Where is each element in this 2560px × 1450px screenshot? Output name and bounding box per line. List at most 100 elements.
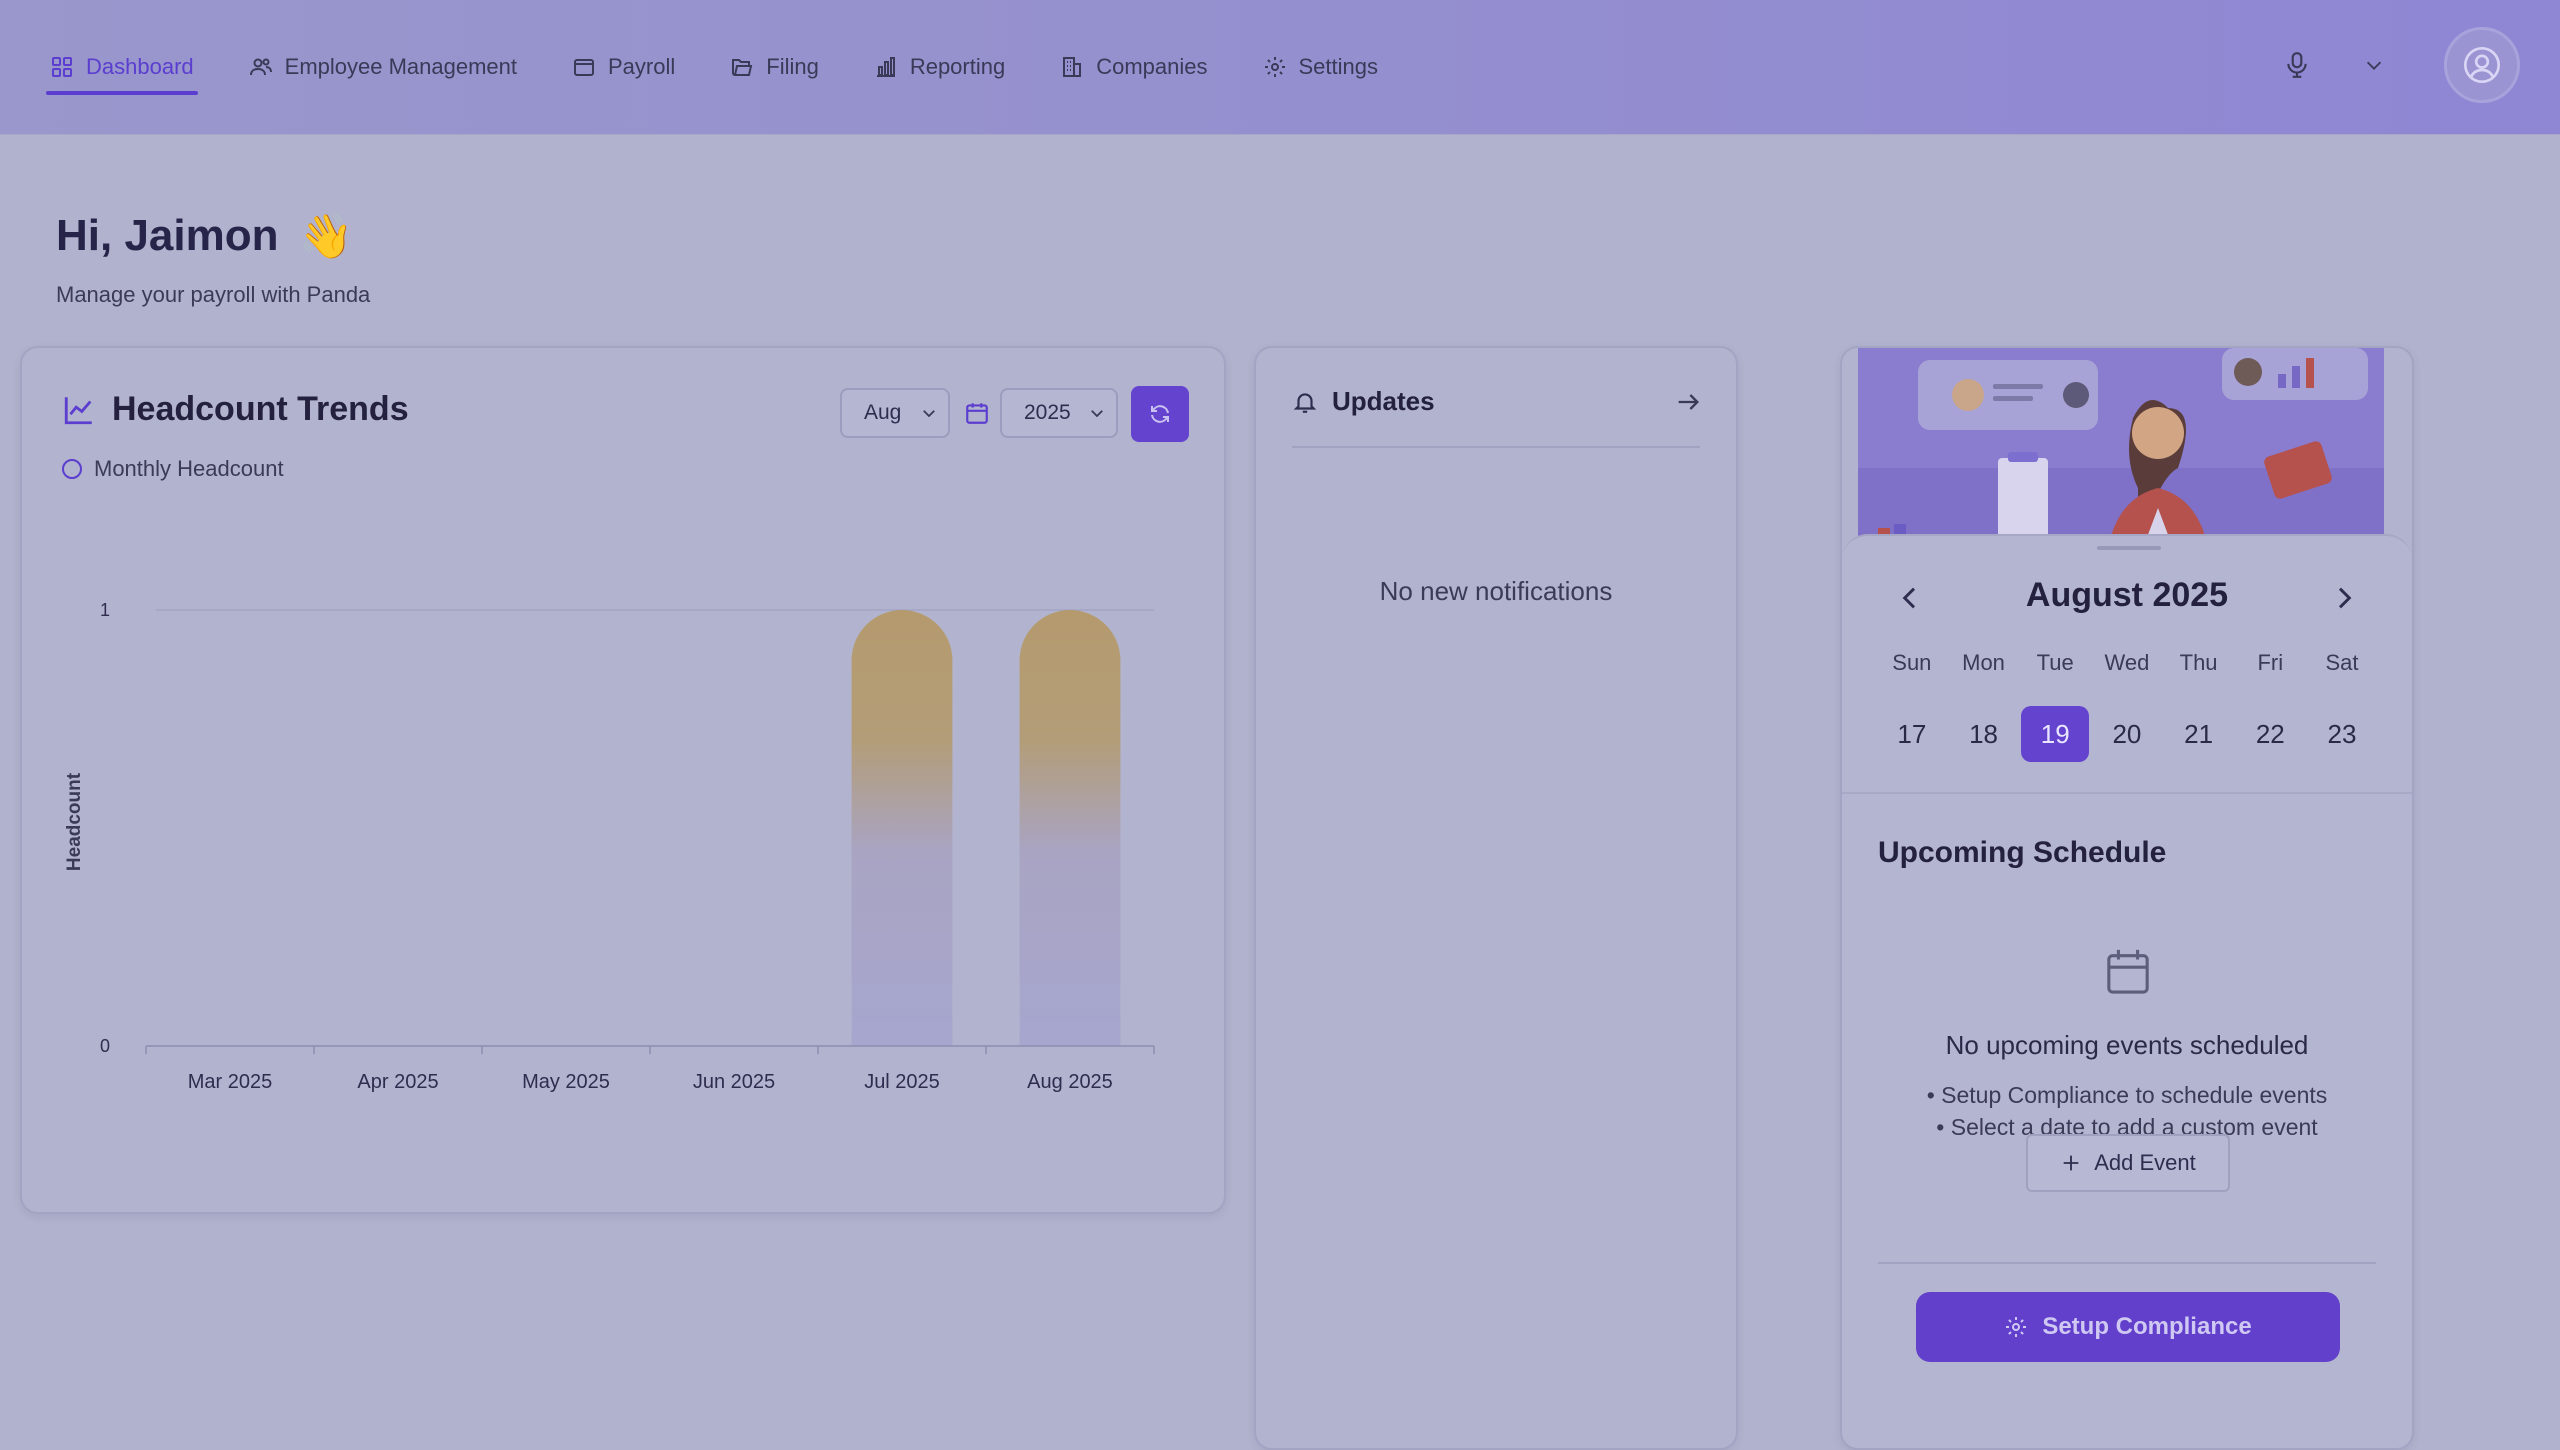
setup-compliance-button[interactable]: Setup Compliance — [1916, 1292, 2340, 1362]
updates-divider — [1292, 446, 1700, 448]
add-event-button[interactable]: Add Event — [2026, 1134, 2230, 1192]
calendar-month-title: August 2025 — [2025, 576, 2229, 614]
x-tick-label: Jun 2025 — [693, 1071, 775, 1093]
month-select-value: Aug — [864, 401, 902, 424]
no-events-title: No upcoming events scheduled — [1945, 1030, 2309, 1060]
x-tick-label: May 2025 — [522, 1071, 610, 1093]
calendar-divider — [1842, 792, 2412, 794]
day-number: 23 — [2327, 718, 2357, 749]
year-select[interactable]: 2025 — [1000, 388, 1118, 438]
weekday-mon: Mon — [1962, 650, 2005, 675]
weekday-sun: Sun — [1892, 650, 1932, 675]
year-select-value: 2025 — [1024, 401, 1071, 424]
chart-title: Headcount Trends — [62, 390, 409, 429]
nav-payroll[interactable]: Payroll — [568, 0, 679, 134]
nav-companies[interactable]: Companies — [1056, 0, 1211, 134]
chevron-down-icon — [1091, 410, 1103, 418]
y-axis-title: Headcount — [64, 772, 85, 871]
x-tick-label: Jul 2025 — [864, 1071, 940, 1093]
schedule-divider — [1878, 1262, 2376, 1264]
account-menu-toggle[interactable] — [2356, 47, 2392, 83]
office-illustration — [1858, 348, 2384, 548]
gear-icon — [2006, 1317, 2027, 1337]
chevron-left-icon[interactable] — [1894, 582, 1926, 614]
day-number: 20 — [2112, 718, 2142, 749]
chevron-down-icon — [923, 410, 935, 418]
wallet-icon — [574, 59, 594, 76]
bar-chart-icon — [876, 57, 895, 77]
arrow-right-icon[interactable] — [1674, 388, 1702, 416]
calendar-day[interactable]: 20 — [2091, 706, 2163, 762]
grid-icon — [52, 57, 72, 77]
x-tick-label: Apr 2025 — [357, 1071, 438, 1093]
microphone-button[interactable] — [2279, 47, 2315, 83]
nav-settings[interactable]: Settings — [1259, 0, 1383, 134]
setup-compliance-label: Setup Compliance — [2042, 1313, 2252, 1340]
x-tick-label: Aug 2025 — [1027, 1071, 1113, 1093]
y-tick-label: 1 — [100, 600, 110, 620]
microphone-icon — [2287, 52, 2307, 78]
updates-title: Updates — [1332, 386, 1435, 416]
user-circle-icon — [2464, 47, 2500, 83]
nav-dashboard-label: Dashboard — [86, 54, 194, 79]
refresh-button[interactable] — [1131, 386, 1189, 442]
nav-dashboard[interactable]: Dashboard — [46, 0, 198, 134]
y-tick-label: 0 — [100, 1036, 110, 1056]
calendar-day[interactable]: 17 — [1876, 706, 1948, 762]
schedule-tip: • Setup Compliance to schedule events — [1926, 1082, 2328, 1108]
add-event-label: Add Event — [2094, 1150, 2196, 1175]
day-number: 21 — [2184, 718, 2214, 749]
refresh-icon — [1151, 405, 1169, 423]
greeting-subtitle: Manage your payroll with Panda — [56, 282, 371, 307]
day-number: 17 — [1897, 718, 1927, 749]
building-icon — [1063, 57, 1082, 77]
top-navigation-bar: Dashboard Employee Management Payroll Fi… — [0, 0, 2560, 135]
calendar-day[interactable]: 22 — [2234, 706, 2306, 762]
nav-payroll-label: Payroll — [608, 54, 676, 79]
weekday-header: Sun Mon Tue Wed Thu Fri Sat — [1876, 650, 2378, 676]
day-number: 18 — [1969, 718, 1998, 749]
headcount-bar — [1019, 610, 1121, 1046]
updates-header: Updates — [1292, 386, 1435, 417]
nav-reporting[interactable]: Reporting — [870, 0, 1009, 134]
day-number: 22 — [2255, 718, 2285, 749]
calendar-icon — [966, 403, 988, 424]
month-select[interactable]: Aug — [840, 388, 950, 438]
calendar-day-selected[interactable]: 19 — [2019, 706, 2091, 762]
line-chart-icon — [64, 396, 92, 424]
calendar-card: August 2025 Sun Mon Tue Wed Thu Fri Sat … — [1840, 346, 2414, 1450]
nav-employee-management-label: Employee Management — [284, 54, 517, 79]
chart-legend[interactable]: Monthly Headcount — [62, 456, 284, 482]
weekday-tue: Tue — [2036, 650, 2074, 675]
drag-handle[interactable] — [2097, 546, 2161, 550]
calendar-day[interactable]: 23 — [2306, 706, 2378, 762]
nav-companies-label: Companies — [1096, 54, 1208, 79]
updates-card: Updates No new notifications — [1254, 346, 1738, 1450]
illustration-banner — [1858, 348, 2384, 548]
weekday-sat: Sat — [2325, 650, 2359, 675]
week-days-row: 17 18 19 20 21 22 23 — [1876, 706, 2378, 762]
chevron-right-icon[interactable] — [2328, 582, 2360, 614]
nav-settings-label: Settings — [1298, 54, 1379, 79]
nav-employee-management[interactable]: Employee Management — [245, 0, 521, 134]
waving-hand-emoji: 👋 — [298, 212, 354, 261]
weekday-wed: Wed — [2104, 650, 2150, 675]
updates-empty-text: No new notifications — [1379, 576, 1613, 606]
folder-icon — [732, 59, 753, 76]
gear-icon — [1264, 57, 1285, 77]
nav-filing[interactable]: Filing — [726, 0, 823, 134]
calendar-day[interactable]: 18 — [1948, 706, 2020, 762]
weekday-fri: Fri — [2257, 650, 2284, 675]
calendar-day[interactable]: 21 — [2163, 706, 2235, 762]
bell-icon — [1293, 392, 1317, 413]
day-number: 19 — [2021, 706, 2090, 762]
greeting-title: Hi, Jaimon 👋 — [56, 210, 353, 262]
chevron-down-icon — [2366, 61, 2382, 70]
nav-reporting-label: Reporting — [909, 54, 1006, 79]
upcoming-schedule-title: Upcoming Schedule — [1878, 836, 2167, 869]
users-icon — [249, 58, 272, 76]
calendar-icon — [2107, 949, 2149, 994]
user-avatar[interactable] — [2444, 27, 2520, 103]
plus-icon — [2063, 1155, 2079, 1171]
main-nav: Dashboard Employee Management Payroll Fi… — [46, 0, 1429, 134]
